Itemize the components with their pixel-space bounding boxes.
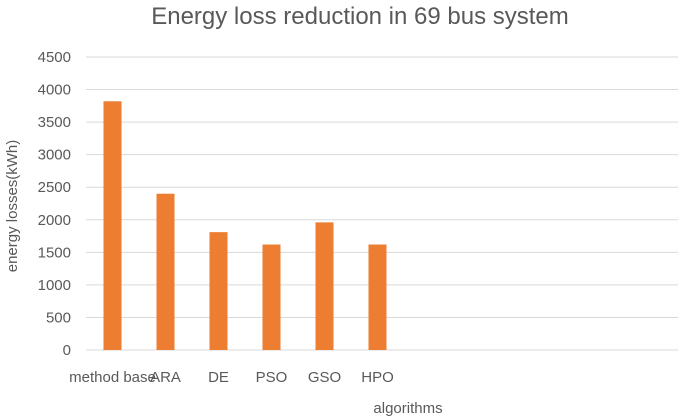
y-axis-ticks: 0 500 1000 1500 2000 2500 3000 3500 4000 4500 — [38, 49, 71, 359]
x-axis-label: algorithms — [373, 400, 442, 417]
x-tick-label: HPO — [361, 369, 394, 386]
gridlines — [86, 56, 678, 351]
bars — [103, 101, 387, 350]
x-tick-label: PSO — [256, 369, 288, 386]
x-tick-label: ARA — [150, 369, 181, 386]
y-tick-label: 3000 — [38, 147, 71, 164]
y-tick-label: 500 — [46, 309, 71, 326]
x-tick-label: GSO — [308, 369, 341, 386]
x-tick-label: DE — [208, 369, 229, 386]
y-tick-label: 0 — [63, 342, 71, 359]
bar — [368, 244, 387, 350]
y-tick-label: 4000 — [38, 82, 71, 99]
bar — [156, 193, 175, 350]
bar — [262, 244, 281, 350]
x-tick-label: method base — [69, 369, 156, 386]
bar — [103, 101, 122, 350]
y-tick-label: 1000 — [38, 277, 71, 294]
bar — [209, 232, 228, 350]
y-tick-label: 2500 — [38, 179, 71, 196]
chart-title: Energy loss reduction in 69 bus system — [151, 3, 569, 30]
y-tick-label: 4500 — [38, 49, 71, 66]
bar — [315, 222, 334, 350]
y-tick-label: 1500 — [38, 244, 71, 261]
y-tick-label: 3500 — [38, 114, 71, 131]
y-axis-label: energy losses(kWh) — [4, 140, 21, 273]
y-tick-label: 2000 — [38, 212, 71, 229]
